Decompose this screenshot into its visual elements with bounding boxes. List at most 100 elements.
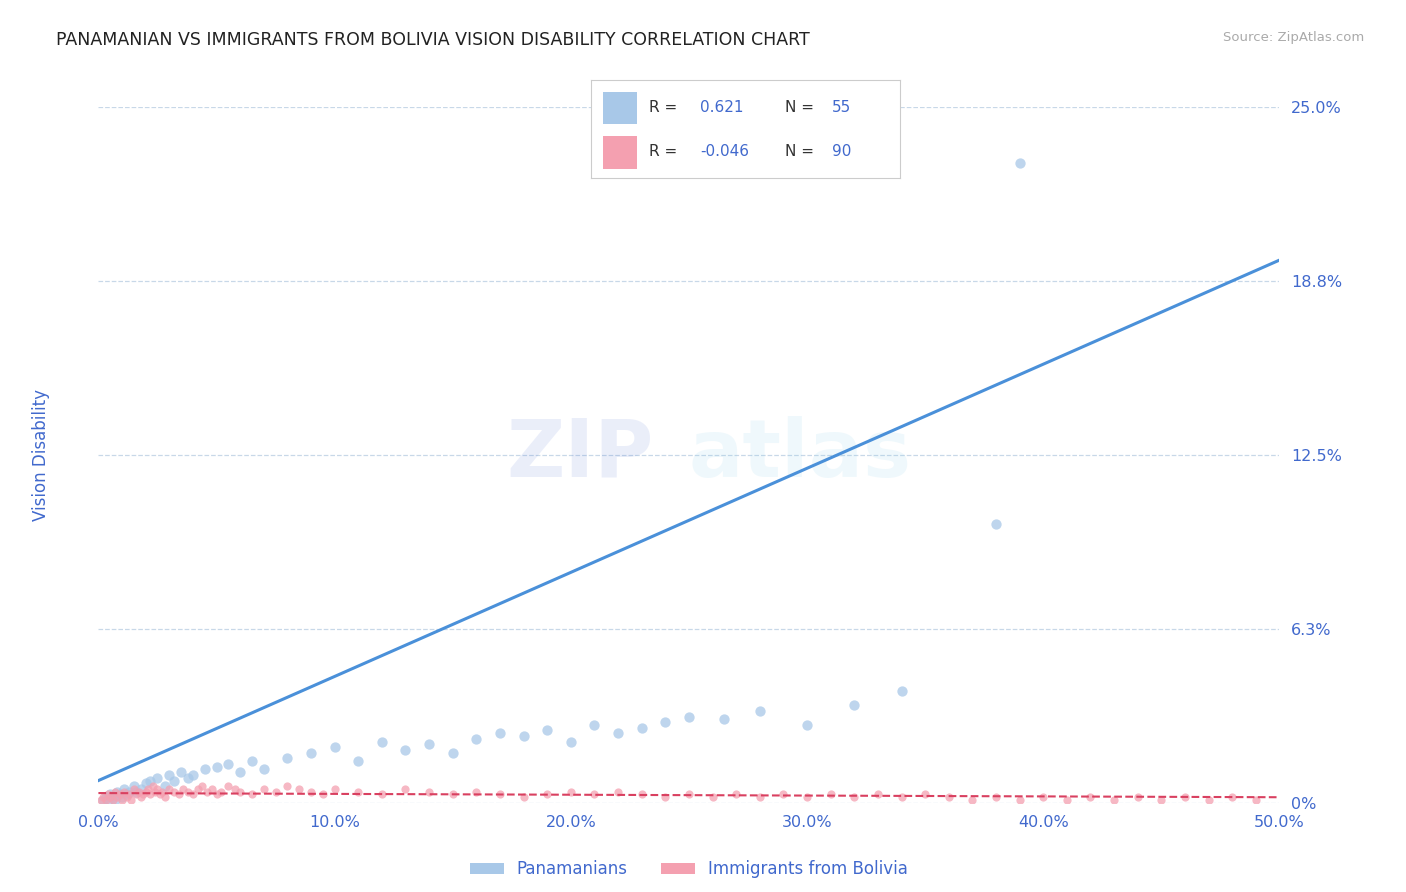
Text: R =: R = — [650, 145, 678, 160]
Point — [394, 781, 416, 796]
Point — [153, 779, 176, 793]
Point — [796, 718, 818, 732]
Text: ZIP: ZIP — [506, 416, 654, 494]
Point — [195, 785, 218, 799]
Point — [371, 788, 394, 802]
Point — [725, 788, 748, 802]
Text: 0.621: 0.621 — [700, 100, 744, 115]
Point — [229, 765, 252, 780]
Point — [105, 790, 128, 805]
Point — [844, 698, 866, 713]
Point — [217, 779, 239, 793]
Point — [962, 793, 984, 807]
Point — [209, 785, 232, 799]
Point — [630, 788, 652, 802]
Point — [170, 765, 193, 780]
Point — [465, 731, 488, 746]
Point — [115, 790, 138, 805]
Point — [163, 773, 186, 788]
Point — [90, 793, 112, 807]
Text: atlas: atlas — [689, 416, 912, 494]
Point — [139, 773, 162, 788]
Text: -0.046: -0.046 — [700, 145, 749, 160]
Point — [205, 759, 228, 773]
Point — [536, 723, 558, 738]
Point — [1126, 790, 1149, 805]
Point — [163, 785, 186, 799]
Point — [201, 781, 224, 796]
Point — [104, 793, 127, 807]
Point — [418, 785, 440, 799]
Point — [347, 754, 370, 768]
Point — [772, 788, 794, 802]
Point — [276, 751, 298, 765]
Point — [465, 785, 488, 799]
Point — [560, 785, 582, 799]
Point — [984, 790, 1007, 805]
Point — [191, 779, 214, 793]
Point — [1080, 790, 1102, 805]
Point — [153, 790, 176, 805]
Point — [98, 790, 121, 805]
Point — [229, 785, 252, 799]
Point — [94, 793, 117, 807]
Point — [299, 785, 322, 799]
Point — [1008, 793, 1031, 807]
Point — [312, 788, 335, 802]
Point — [91, 793, 114, 807]
Point — [125, 785, 148, 799]
Point — [630, 721, 652, 735]
Point — [205, 788, 228, 802]
Point — [91, 790, 114, 805]
Point — [748, 704, 770, 718]
Point — [418, 737, 440, 751]
Point — [1056, 793, 1078, 807]
Point — [150, 785, 173, 799]
Point — [702, 790, 724, 805]
Point — [177, 785, 200, 799]
Point — [122, 779, 145, 793]
Text: Source: ZipAtlas.com: Source: ZipAtlas.com — [1223, 31, 1364, 45]
Point — [264, 785, 287, 799]
Point — [607, 726, 630, 740]
Point — [489, 726, 512, 740]
Point — [146, 771, 169, 785]
Point — [1102, 793, 1125, 807]
Text: 90: 90 — [832, 145, 851, 160]
Point — [253, 781, 276, 796]
Point — [678, 709, 700, 723]
Point — [1198, 793, 1220, 807]
Point — [866, 788, 889, 802]
Point — [112, 785, 135, 799]
Point — [125, 788, 148, 802]
Point — [157, 781, 180, 796]
Point — [288, 781, 311, 796]
Point — [129, 781, 152, 796]
Point — [177, 771, 200, 785]
Point — [224, 781, 246, 796]
Point — [181, 768, 204, 782]
Point — [194, 763, 217, 777]
Point — [371, 734, 394, 748]
Text: R =: R = — [650, 100, 678, 115]
Point — [135, 785, 157, 799]
Point — [128, 785, 150, 799]
Point — [135, 776, 157, 790]
Point — [654, 715, 676, 730]
Point — [217, 756, 239, 771]
FancyBboxPatch shape — [603, 92, 637, 124]
Point — [323, 781, 346, 796]
Point — [276, 779, 298, 793]
Text: N =: N = — [786, 145, 814, 160]
Point — [97, 788, 120, 802]
Point — [108, 788, 131, 802]
Point — [172, 781, 194, 796]
Text: N =: N = — [786, 100, 814, 115]
FancyBboxPatch shape — [603, 136, 637, 169]
Point — [394, 743, 416, 757]
Text: 55: 55 — [832, 100, 851, 115]
Point — [1008, 155, 1031, 169]
Point — [101, 790, 124, 805]
Point — [240, 788, 263, 802]
Point — [98, 788, 121, 802]
